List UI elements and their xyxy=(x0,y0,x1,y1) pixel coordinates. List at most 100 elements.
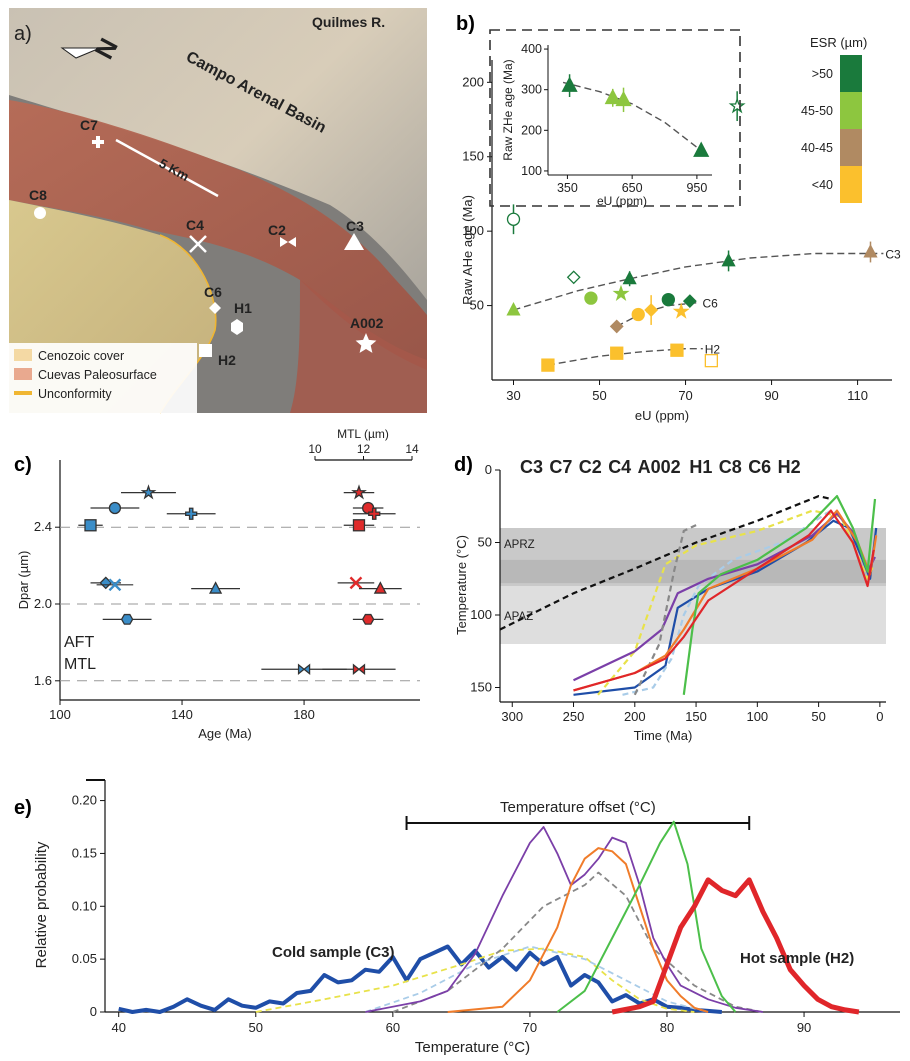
series-legend-label: C4 xyxy=(608,457,631,477)
y-tick-label: 0 xyxy=(485,462,492,477)
esr-swatch xyxy=(840,55,862,92)
data-point xyxy=(84,519,97,532)
trend-curve xyxy=(513,252,884,311)
time-temperature-path xyxy=(499,495,832,631)
y-tick-label: 0.20 xyxy=(72,793,97,808)
top-axis-tick-label: 14 xyxy=(405,442,419,456)
inset-x-tick-label: 350 xyxy=(557,181,578,195)
x-tick-label: 40 xyxy=(111,1020,125,1035)
y-tick-label: 150 xyxy=(470,680,492,695)
data-point xyxy=(622,270,637,285)
x-tick-label: 100 xyxy=(746,709,768,724)
data-point xyxy=(863,244,878,258)
sample-A002: A002 xyxy=(350,315,384,353)
time-temperature-path xyxy=(573,509,875,692)
hexagon-icon xyxy=(231,319,243,335)
sample-C8: C8 xyxy=(29,187,47,219)
sample-C6: C6 xyxy=(204,284,222,314)
series-legend-label: MTL xyxy=(64,656,96,673)
y-tick-label: 0.15 xyxy=(72,845,97,860)
x-tick-label: 200 xyxy=(624,709,646,724)
inset-data-point xyxy=(604,88,621,105)
inset-frame xyxy=(489,29,741,207)
y-tick-label: 0.10 xyxy=(72,898,97,913)
sample-C3: C3 xyxy=(344,218,364,250)
inset-y-tick-label: 400 xyxy=(521,42,542,56)
data-point xyxy=(610,346,624,360)
sample-label: C3 xyxy=(346,218,364,234)
paleosurface-east xyxy=(290,280,427,413)
curve-label: C3 xyxy=(885,247,901,261)
data-point xyxy=(609,319,624,334)
curve-label: H2 xyxy=(705,343,721,357)
probability-curve xyxy=(255,947,695,1013)
x-tick-label: 110 xyxy=(847,388,868,403)
circle-icon xyxy=(34,207,46,219)
sample-label: C2 xyxy=(268,222,286,238)
x-tick-label: 180 xyxy=(293,707,315,722)
y-tick-label: 100 xyxy=(462,223,484,238)
sample-label: C6 xyxy=(204,284,222,300)
offset-label: Temperature offset (°C) xyxy=(500,799,656,816)
probability-curve xyxy=(365,945,709,1013)
y-axis-label: Relative probability xyxy=(33,841,50,968)
legend-swatch xyxy=(14,391,32,395)
data-point xyxy=(584,291,598,305)
data-point xyxy=(368,507,381,520)
inset-data-point xyxy=(615,90,632,107)
data-point xyxy=(349,576,363,590)
data-point xyxy=(728,97,746,114)
sample-label: C8 xyxy=(29,187,47,203)
data-point xyxy=(541,358,555,372)
data-point xyxy=(612,284,630,301)
map-title: Quilmes R. xyxy=(312,14,385,30)
probability-curve xyxy=(118,944,722,1014)
y-tick-label: 50 xyxy=(478,535,492,550)
data-point xyxy=(352,663,366,676)
top-axis-label: MTL (µm) xyxy=(337,427,389,441)
panel-label-b: b) xyxy=(456,13,475,35)
x-axis-label: Age (Ma) xyxy=(198,726,251,741)
square-icon xyxy=(199,344,212,357)
inset-y-tick-label: 300 xyxy=(521,83,542,97)
sample-label: A002 xyxy=(350,315,384,331)
y-tick-label: 100 xyxy=(470,607,492,622)
hot-sample-label: Hot sample (H2) xyxy=(740,950,854,967)
data-point xyxy=(661,292,675,307)
series-legend-label: C3 xyxy=(520,457,543,477)
series-legend-label: C2 xyxy=(579,457,602,477)
inset-data-point xyxy=(693,141,710,157)
chart-d: APRZ APAZ 300 250 200 150 100 50 0 0 50 100 150 Time … xyxy=(454,457,886,743)
sample-H2: H2 xyxy=(199,344,236,368)
plus-icon xyxy=(92,136,104,148)
inset-x-axis-label: eU (ppm) xyxy=(597,194,647,208)
panel-label-e: e) xyxy=(14,797,32,819)
north-arrow-icon xyxy=(60,47,101,59)
series-legend-label: C6 xyxy=(748,457,771,477)
data-point xyxy=(721,252,736,267)
sample-H1: H1 xyxy=(231,300,252,335)
y-tick-label: 0.05 xyxy=(72,951,97,966)
data-point xyxy=(506,212,521,226)
chart-c: 100 140 180 1.6 2.0 2.4 Age (Ma) Dpar (µm) 10 12 1… xyxy=(16,427,420,741)
aprz-label: APRZ xyxy=(504,539,535,551)
esr-swatch xyxy=(840,92,862,129)
probability-curve xyxy=(392,871,764,1013)
x-tick-label: 90 xyxy=(764,388,778,403)
panel-label-c: c) xyxy=(14,454,32,476)
y-axis-label: Raw AHe age (Ma) xyxy=(460,195,475,305)
probability-curve xyxy=(447,847,709,1013)
x-axis-label: Temperature (°C) xyxy=(415,1039,530,1056)
data-point xyxy=(670,343,684,357)
x-tick-label: 50 xyxy=(249,1020,263,1035)
sample-C7: C7 xyxy=(80,117,104,148)
esr-swatch xyxy=(840,166,862,203)
cuevas-paleosurface-area xyxy=(9,100,427,370)
y-tick-label: 150 xyxy=(462,149,484,164)
series-legend-label: A002 xyxy=(638,457,681,477)
inset-x-tick-label: 650 xyxy=(622,181,643,195)
esr-legend-title: ESR (µm) xyxy=(810,35,867,50)
sample-label: H2 xyxy=(218,352,236,368)
series-legend-label: C7 xyxy=(549,457,572,477)
map-panel: a) Quilmes R. Campo Arenal Basin N 5 Km … xyxy=(9,8,427,414)
